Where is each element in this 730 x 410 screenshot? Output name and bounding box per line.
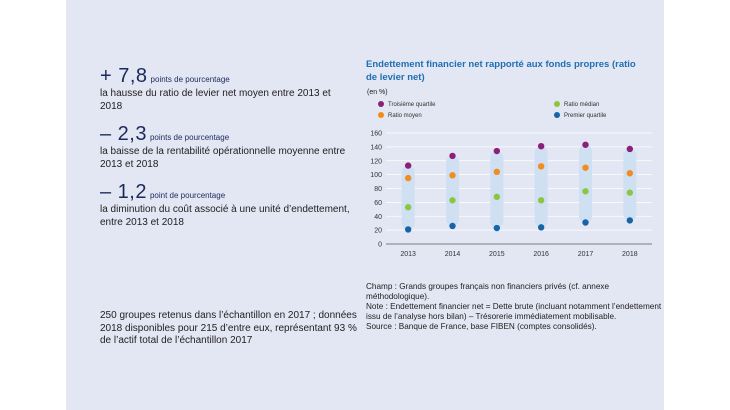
range-bar (446, 155, 459, 226)
legend-item: Premier quartile (554, 112, 606, 119)
y-tick-label: 0 (378, 242, 382, 249)
legend-label: Ratio médian (564, 102, 600, 108)
x-tick-label: 2014 (445, 251, 461, 258)
x-tick-label: 2017 (578, 251, 594, 258)
note-source: Source : Banque de France, base FIBEN (c… (366, 322, 597, 331)
data-point (582, 219, 589, 226)
legend-label: Troisième quartile (388, 102, 436, 108)
stat-value: + 7,8 (100, 65, 148, 87)
x-tick-label: 2018 (622, 251, 638, 258)
stat-description: la diminution du coût associé à une unit… (100, 204, 350, 228)
legend-label: Premier quartile (564, 113, 607, 119)
data-point (582, 164, 589, 171)
legend-item: Troisième quartile (378, 101, 435, 108)
legend-item: Ratio médian (554, 101, 599, 108)
legend-swatch (378, 112, 384, 118)
y-tick-label: 80 (374, 186, 382, 193)
chart-title: Endettement financier net rapporté aux f… (366, 59, 636, 83)
data-point (626, 170, 634, 177)
y-tick-label: 120 (370, 158, 382, 165)
data-point (582, 188, 589, 195)
range-bar (623, 148, 637, 221)
legend-swatch (554, 112, 560, 118)
chart-unit-label: (en %) (367, 89, 388, 96)
content-panel: + 7,8 points de pourcentage la hausse du … (66, 0, 664, 410)
stat-description: la baisse de la rentabilité opérationnel… (100, 146, 346, 170)
data-point (404, 162, 412, 169)
legend-label: Ratio moyen (388, 113, 422, 119)
data-point (404, 174, 412, 182)
data-point (626, 217, 634, 224)
data-point (493, 147, 501, 155)
stat-unit: points de pourcentage (149, 133, 230, 142)
data-point (404, 226, 412, 233)
leverage-chart: 0 20 40 60 80 100 120 140 160 2013 2014 2015 2016 201… (370, 131, 652, 258)
data-point (582, 141, 589, 148)
data-point (449, 222, 456, 230)
y-tick-label: 160 (370, 131, 382, 138)
data-point (537, 224, 545, 231)
y-tick-label: 60 (374, 200, 382, 207)
chart-legend: Troisième quartile Ratio médian Ratio mo… (378, 101, 606, 123)
data-point (626, 189, 634, 196)
data-point (449, 197, 456, 204)
note-definition: Note : Endettement financier net = Dette… (366, 302, 662, 321)
range-bar (490, 151, 504, 229)
data-point (449, 172, 456, 179)
note-champ: Champ : Grands groupes français non fina… (366, 282, 610, 301)
legend-swatch (554, 101, 560, 107)
data-point (449, 152, 456, 160)
legend-item: Ratio moyen (378, 112, 422, 119)
data-point (537, 142, 545, 150)
stat-leverage: + 7,8 points de pourcentage la hausse du … (100, 66, 350, 113)
legend-swatch (378, 101, 384, 107)
stat-description: la hausse du ratio de levier net moyen e… (100, 88, 331, 112)
chart-notes: Champ : Grands groupes français non fina… (366, 282, 666, 332)
data-point (626, 145, 634, 153)
y-tick-label: 20 (374, 228, 382, 235)
sample-note: 250 groupes retenus dans l’échantillon e… (100, 310, 357, 346)
y-tick-label: 40 (374, 214, 382, 221)
x-tick-label: 2016 (533, 251, 549, 258)
range-bar (401, 165, 415, 230)
data-point (537, 163, 545, 170)
stat-profitability: – 2,3 points de pourcentage la baisse de … (100, 124, 350, 171)
stat-value: – 2,3 (100, 123, 147, 145)
data-point (537, 197, 545, 204)
data-point (493, 168, 501, 176)
stat-value: – 1,2 (100, 181, 147, 203)
data-point (493, 193, 501, 201)
data-point (493, 224, 501, 232)
stat-unit: point de pourcentage (149, 191, 226, 200)
range-bar (579, 144, 592, 223)
data-point (404, 204, 412, 211)
x-tick-label: 2015 (489, 251, 505, 258)
x-tick-label: 2013 (400, 251, 416, 258)
stat-unit: points de pourcentage (150, 75, 230, 84)
range-bar (534, 146, 548, 228)
y-tick-label: 100 (370, 172, 382, 179)
stat-debt-cost: – 1,2 point de pourcentage la diminution … (100, 182, 350, 229)
y-tick-label: 140 (370, 144, 382, 151)
